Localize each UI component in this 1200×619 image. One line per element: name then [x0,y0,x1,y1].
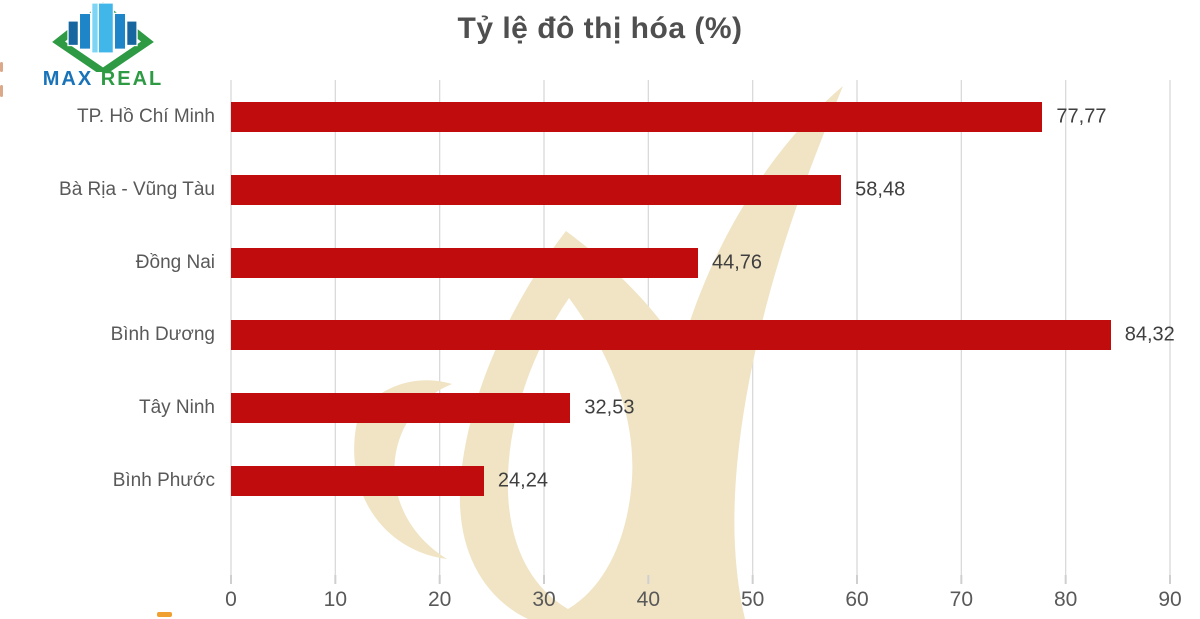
watermark-flame-logo [354,86,843,619]
watermark-flame-outline [459,231,723,619]
buildings-glyph [67,2,138,54]
axis-ticks-layer [230,575,1171,584]
watermark-left-swoosh [354,380,452,559]
left-edge-mark [0,85,3,97]
left-edge-mark [0,62,3,72]
maxreal-logo-icon [52,2,154,72]
logo-text-real: REAL [100,68,164,90]
maxreal-logo: MAX REAL [28,0,178,96]
watermark-dash [157,612,172,617]
chart-title: Tỷ lệ đô thị hóa (%) [457,12,743,45]
logo-wordmark: MAX REAL [28,68,178,91]
logo-text-max: MAX [42,68,94,90]
